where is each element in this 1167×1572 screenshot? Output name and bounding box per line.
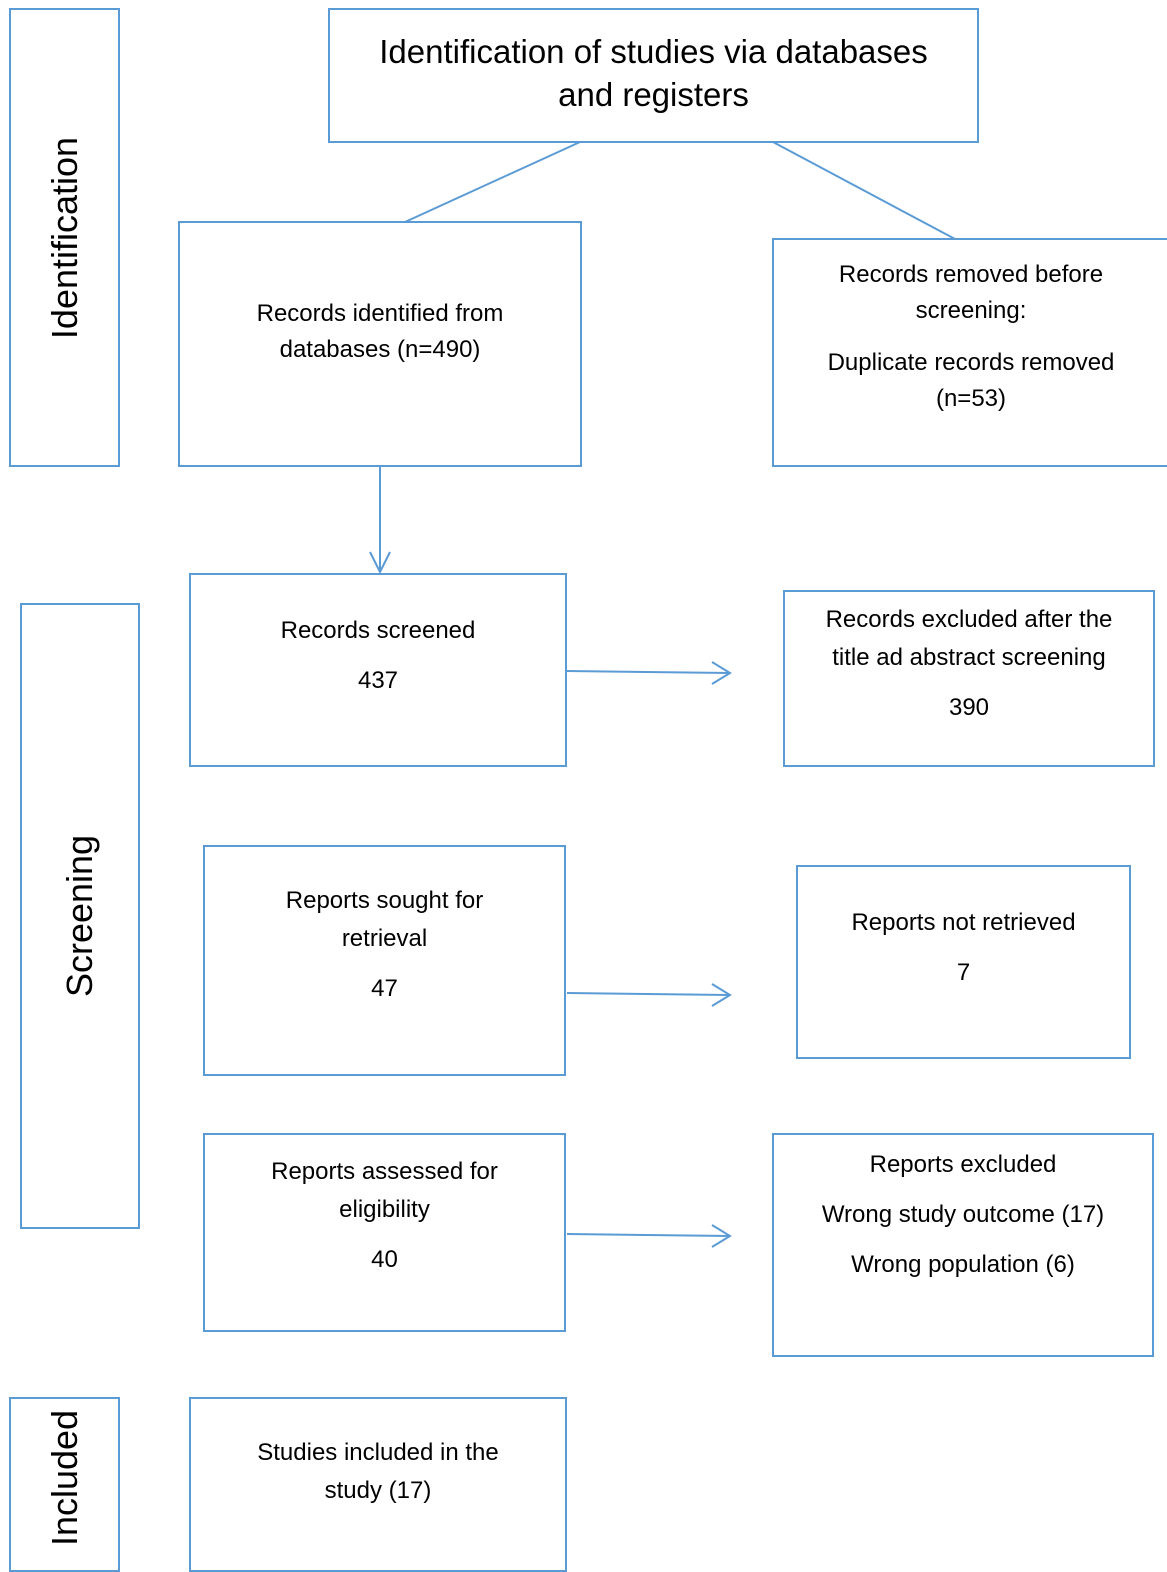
reports-not-retrieved-label: Reports not retrieved (851, 909, 1076, 936)
records-screened-box: Records screened 437 (189, 573, 567, 767)
reports-excluded-box: Reports excluded Wrong study outcome (17… (772, 1133, 1154, 1357)
reports-sought-line-2: retrieval (341, 925, 428, 952)
phase-identification-label: Identification (43, 136, 85, 339)
records-removed-line-4: (n=53) (935, 385, 1007, 412)
records-screened-label: Records screened (280, 617, 476, 644)
connector-top-to-removed (772, 141, 956, 240)
records-identified-line-1: Records identified from (256, 300, 504, 327)
studies-included-box: Studies included in the study (17) (189, 1397, 567, 1572)
records-removed-box: Records removed before screening: Duplic… (772, 238, 1167, 467)
records-excluded-box: Records excluded after the title ad abst… (783, 590, 1155, 767)
reports-excluded-reason-1: Wrong study outcome (17) (821, 1201, 1105, 1228)
header-line-2: and registers (558, 76, 749, 113)
reports-assessed-value: 40 (371, 1246, 398, 1273)
records-excluded-value: 390 (948, 694, 990, 721)
records-identified-line-2: databases (n=490) (279, 336, 481, 363)
records-identified-box: Records identified from databases (n=490… (178, 221, 582, 467)
reports-excluded-title: Reports excluded (869, 1151, 1057, 1178)
reports-sought-box: Reports sought for retrieval 47 (203, 845, 566, 1076)
reports-assessed-line-1: Reports assessed for (271, 1158, 498, 1185)
studies-included-line-1: Studies included in the (257, 1439, 499, 1466)
phase-included-box: Included (9, 1397, 120, 1572)
phase-included-label: Included (43, 1409, 85, 1546)
phase-screening-box: Screening (20, 603, 140, 1229)
reports-assessed-box: Reports assessed for eligibility 40 (203, 1133, 566, 1332)
arrow-screened-to-excluded (566, 661, 732, 685)
records-removed-line-3: Duplicate records removed (827, 349, 1115, 376)
phase-screening-label: Screening (59, 834, 100, 998)
header-line-1: Identification of studies via databases (379, 33, 928, 70)
records-excluded-line-2: title ad abstract screening (832, 644, 1106, 671)
phase-identification-box: Identification (9, 8, 120, 467)
reports-excluded-reason-2: Wrong population (6) (851, 1251, 1075, 1278)
identification-header-box: Identification of studies via databases … (328, 8, 979, 143)
arrow-identified-to-screened (369, 467, 391, 575)
reports-assessed-line-2: eligibility (339, 1196, 430, 1223)
records-removed-line-1: Records removed before (838, 261, 1104, 288)
reports-sought-line-1: Reports sought for (285, 887, 484, 914)
records-screened-value: 437 (357, 667, 399, 694)
connector-top-to-identified (404, 141, 581, 223)
studies-included-line-2: study (17) (324, 1477, 432, 1504)
reports-not-retrieved-value: 7 (956, 959, 971, 986)
arrow-sought-to-not-retrieved (566, 983, 732, 1007)
records-removed-line-2: screening: (915, 297, 1027, 324)
records-excluded-line-1: Records excluded after the (825, 606, 1113, 633)
arrow-assessed-to-excluded (566, 1224, 732, 1248)
reports-not-retrieved-box: Reports not retrieved 7 (796, 865, 1131, 1059)
reports-sought-value: 47 (371, 975, 398, 1002)
